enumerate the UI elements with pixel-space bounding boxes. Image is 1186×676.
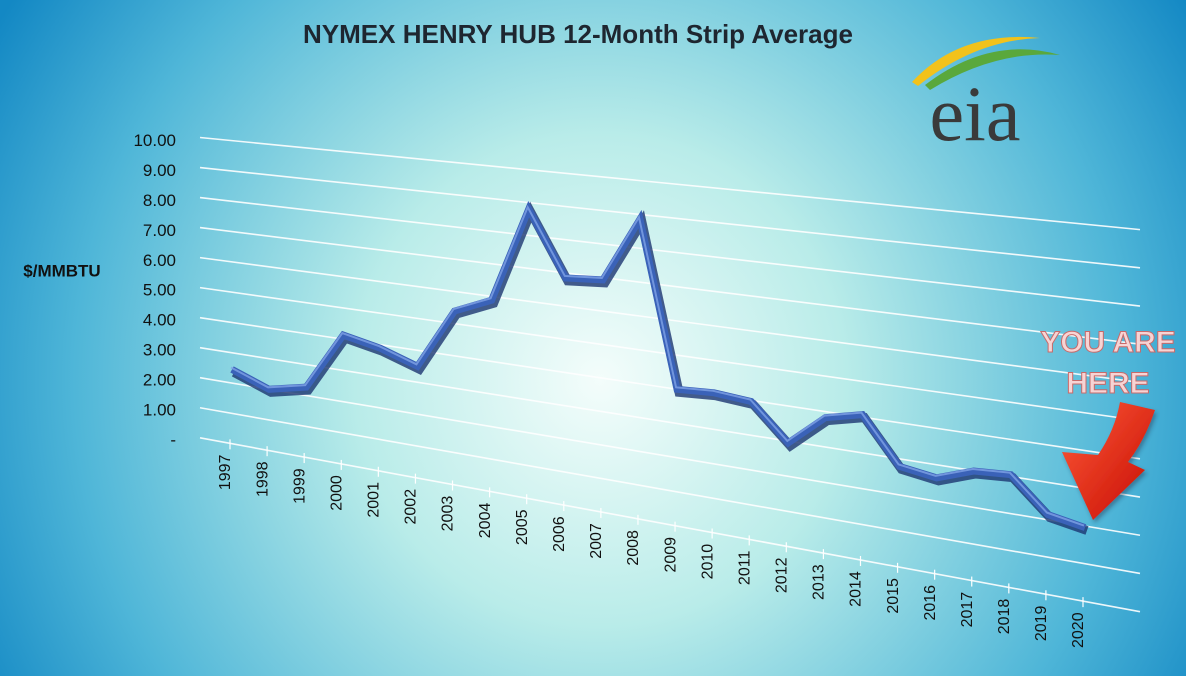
- y-tick-label: 6.00: [143, 251, 176, 270]
- y-tick-label: 4.00: [143, 311, 176, 330]
- x-tick-label: 2004: [477, 503, 494, 539]
- grid-line: [199, 166, 1141, 269]
- x-tick-label: 2019: [1033, 605, 1050, 641]
- x-tick-label: 1998: [254, 461, 271, 497]
- grid-line: [199, 136, 1141, 231]
- x-tick-label: 2002: [403, 489, 420, 525]
- y-tick-label: 7.00: [143, 221, 176, 240]
- grid-line: [199, 196, 1141, 307]
- annotation-arrow: [1062, 402, 1155, 520]
- logo: eia: [912, 36, 1060, 157]
- x-tick-label: 2018: [996, 599, 1013, 635]
- y-tick-label: 2.00: [143, 371, 176, 390]
- annotation-text: HERE: [1066, 367, 1149, 400]
- x-tick-label: 2000: [328, 475, 345, 511]
- x-tick-label: 2016: [922, 585, 939, 621]
- grid-line: [199, 226, 1141, 346]
- y-tick-label: 9.00: [143, 161, 176, 180]
- grid-line: [199, 376, 1141, 537]
- y-tick-label: 3.00: [143, 341, 176, 360]
- x-tick-label: 1997: [217, 454, 234, 490]
- logo-swoosh: [912, 36, 1040, 86]
- y-tick-label: -: [170, 430, 176, 449]
- annotation: YOU ARE HERE: [1040, 325, 1176, 520]
- grid-line: [199, 406, 1141, 575]
- logo-text: eia: [930, 70, 1021, 157]
- grid-line: [199, 436, 1141, 613]
- x-tick-label: 2020: [1070, 612, 1087, 648]
- annotation-text: YOU ARE: [1040, 326, 1176, 359]
- x-tick-label: 1999: [291, 468, 308, 504]
- y-tick-label: 8.00: [143, 191, 176, 210]
- x-tick-label: 2008: [625, 530, 642, 566]
- x-tick-label: 2001: [366, 482, 383, 518]
- x-tick-label: 2014: [848, 571, 865, 607]
- x-tick-label: 2013: [811, 564, 828, 600]
- x-tick-label: 2007: [588, 523, 605, 559]
- grid-line: [199, 256, 1141, 384]
- y-axis-label: $/MMBTU: [23, 261, 100, 280]
- x-tick-label: 2011: [736, 551, 753, 586]
- x-tick-label: 2005: [514, 509, 531, 545]
- chart-title: NYMEX HENRY HUB 12-Month Strip Average: [303, 19, 853, 49]
- x-tick-label: 2006: [551, 516, 568, 552]
- x-tick-label: 2015: [885, 578, 902, 614]
- y-tick-label: 1.00: [143, 400, 176, 419]
- logo-swoosh: [925, 49, 1060, 90]
- x-tick-label: 2009: [662, 537, 679, 573]
- x-tick-label: 2017: [959, 592, 976, 628]
- y-tick-label: 10.00: [133, 131, 176, 150]
- line-highlight: [230, 204, 1085, 527]
- y-tick-label: 5.00: [143, 281, 176, 300]
- x-tick-label: 2010: [699, 544, 716, 580]
- x-tick-label: 2012: [774, 557, 791, 593]
- x-tick-label: 2003: [440, 496, 457, 532]
